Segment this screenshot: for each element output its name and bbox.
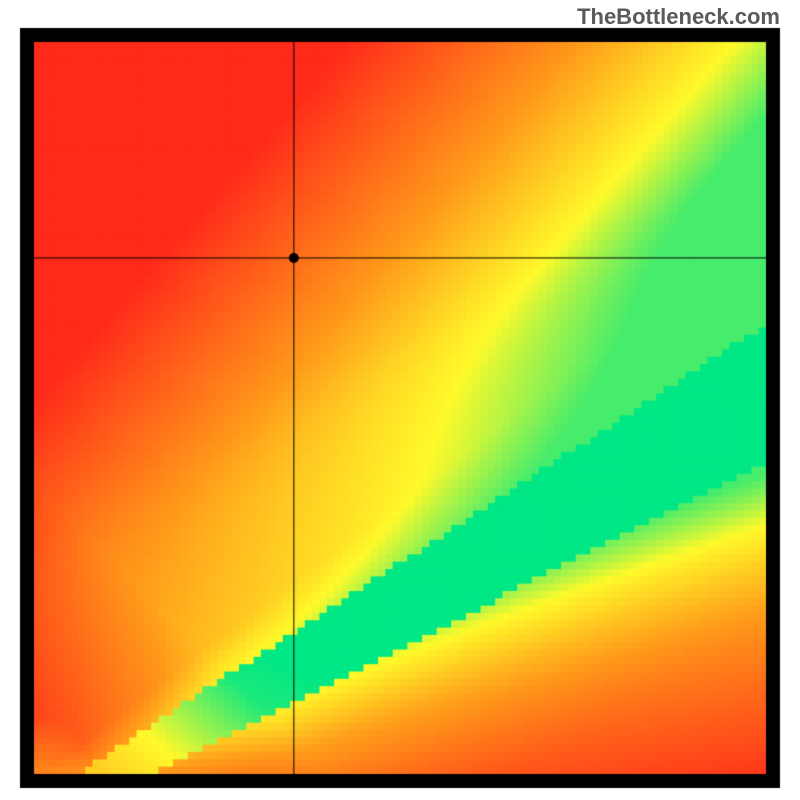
heatmap-canvas <box>0 0 800 800</box>
chart-container: TheBottleneck.com <box>0 0 800 800</box>
watermark-text: TheBottleneck.com <box>577 4 780 30</box>
